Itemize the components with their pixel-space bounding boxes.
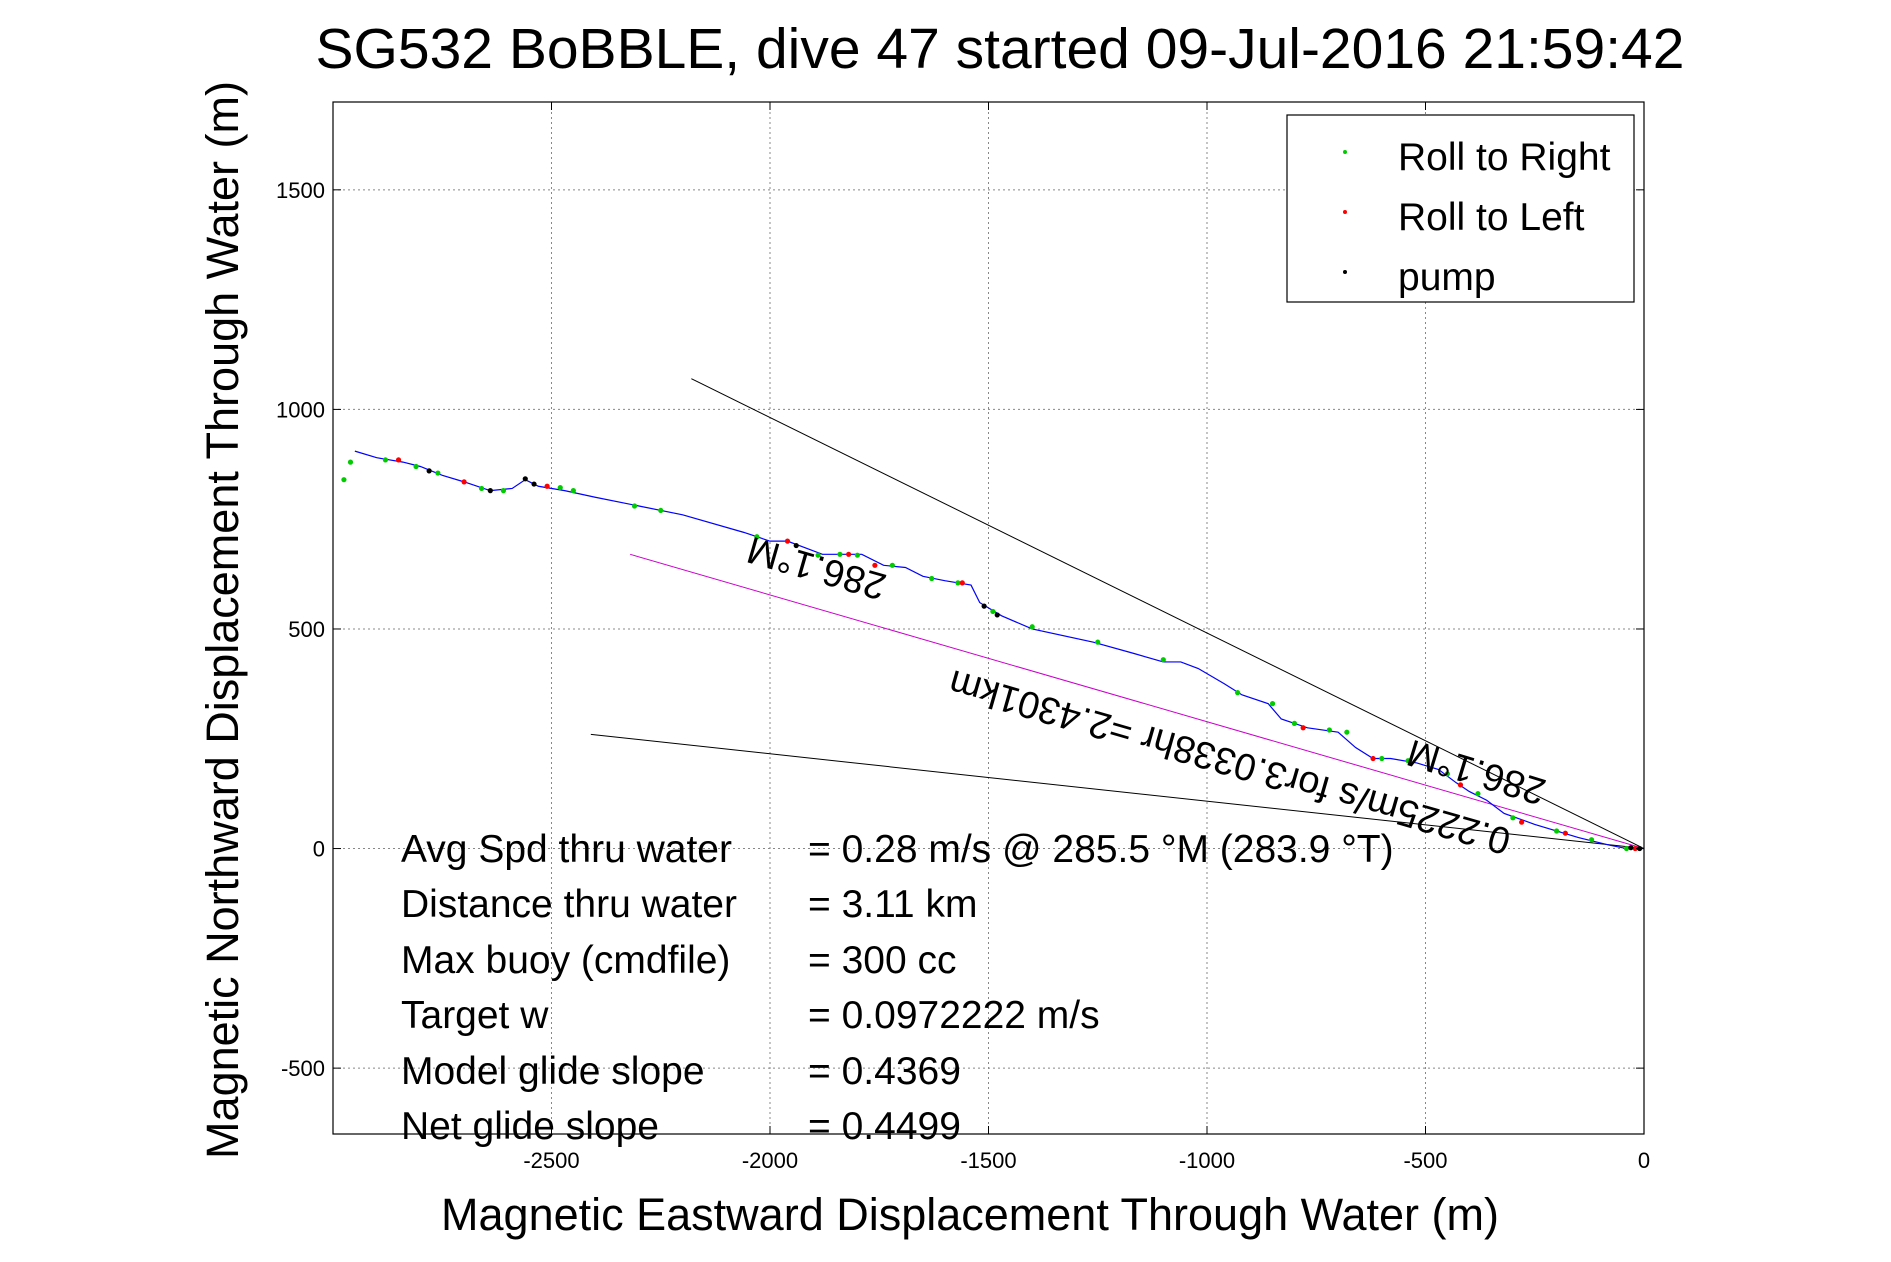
- pump-point: [994, 612, 1000, 618]
- roll-to-right-point: [1160, 657, 1166, 663]
- roll-to-left-point: [461, 479, 467, 485]
- roll-to-left-point: [1457, 782, 1464, 788]
- roll-to-right-point: [889, 562, 895, 568]
- roll-to-right-point: [478, 485, 485, 492]
- roll-to-right-point: [500, 488, 507, 494]
- roll-to-left-point: [544, 483, 550, 489]
- roll-to-right-point: [815, 552, 821, 558]
- legend-roll-right-marker: [1343, 150, 1347, 154]
- roll-to-left-point: [395, 457, 402, 463]
- roll-to-right-point: [341, 477, 347, 483]
- roll-to-right-point: [837, 551, 843, 557]
- stat-label-avg-speed: Avg Spd thru water: [401, 828, 732, 871]
- x-tick-label: -1500: [960, 1148, 1016, 1173]
- pump-point: [793, 542, 799, 549]
- roll-to-right-point: [1510, 815, 1516, 821]
- roll-to-left-point: [872, 562, 878, 568]
- roll-to-right-point: [1405, 758, 1411, 764]
- pump-point: [426, 468, 432, 474]
- stat-value-distance: = 3.11 km: [808, 883, 977, 926]
- pump-point: [981, 603, 987, 609]
- roll-to-left-point: [846, 551, 852, 557]
- stats-block: Avg Spd thru water = 0.28 m/s @ 285.5 °M…: [401, 828, 1394, 1148]
- y-axis-ticks: -500 0 500 1000 1500: [276, 178, 1644, 1081]
- y-tick-label: 1500: [276, 178, 325, 203]
- y-tick-label: 0: [313, 837, 325, 862]
- roll-to-right-point: [1379, 755, 1385, 762]
- roll-to-left-point: [959, 580, 965, 586]
- roll-to-left-point: [1562, 830, 1568, 836]
- roll-to-right-point: [1554, 828, 1560, 834]
- reference-line: [590, 733, 1644, 850]
- x-tick-label: 0: [1638, 1148, 1650, 1173]
- roll-to-right-point: [1029, 624, 1035, 630]
- stat-label-distance: Distance thru water: [401, 883, 737, 926]
- reference-line: [630, 553, 1644, 850]
- x-tick-label: -1000: [1179, 1148, 1235, 1173]
- roll-to-right-point: [955, 580, 961, 586]
- legend-pump-label: pump: [1398, 256, 1496, 299]
- roll-to-right-point: [435, 470, 441, 476]
- roll-to-right-point: [658, 507, 664, 514]
- x-axis-label: Magnetic Eastward Displacement Through W…: [441, 1189, 1499, 1240]
- legend-pump-marker: [1343, 270, 1347, 274]
- stat-label-model-glide-slope: Model glide slope: [401, 1050, 705, 1093]
- roll-to-right-point: [382, 457, 389, 463]
- roll-to-right-point: [754, 534, 760, 540]
- roll-to-right-point: [1344, 729, 1350, 735]
- stat-value-avg-speed: = 0.28 m/s @ 285.5 °M (283.9 °T): [808, 828, 1394, 871]
- roll-to-right-point: [1234, 690, 1241, 696]
- stat-value-target-w: = 0.0972222 m/s: [808, 994, 1100, 1037]
- pump-point: [1628, 845, 1634, 851]
- roll-to-left-point: [1632, 845, 1638, 852]
- roll-to-left-point: [1370, 755, 1376, 762]
- y-tick-label: 500: [288, 617, 325, 642]
- roll-to-right-point: [1095, 639, 1101, 645]
- roll-to-right-point: [1269, 701, 1276, 707]
- roll-to-right-point: [570, 488, 576, 494]
- stat-label-net-glide-slope: Net glide slope: [401, 1105, 659, 1148]
- reference-line: [691, 378, 1644, 850]
- roll-to-left-point: [784, 538, 791, 544]
- stat-label-target-w: Target w: [401, 994, 549, 1037]
- y-axis-label: Magnetic Northward Displacement Through …: [197, 81, 248, 1159]
- legend-roll-left-label: Roll to Left: [1398, 196, 1585, 239]
- roll-to-right-point: [631, 503, 638, 509]
- x-tick-label: -2500: [523, 1148, 579, 1173]
- roll-to-left-point: [1519, 819, 1525, 825]
- y-tick-label: 1000: [276, 397, 325, 422]
- x-tick-label: -2000: [742, 1148, 798, 1173]
- roll-to-right-point: [1326, 727, 1332, 733]
- roll-to-right-point: [413, 463, 419, 470]
- roll-to-right-point: [1444, 771, 1450, 777]
- roll-to-right-point: [854, 552, 861, 558]
- stat-label-max-buoy: Max buoy (cmdfile): [401, 939, 730, 982]
- stat-value-model-glide-slope: = 0.4369: [808, 1050, 961, 1093]
- reference-lines: [590, 378, 1644, 850]
- pump-point: [487, 488, 493, 494]
- roll-to-right-point: [990, 608, 996, 615]
- legend-roll-left-marker: [1343, 210, 1347, 214]
- x-axis-ticks: -2500 -2000 -1500 -1000 -500 0: [523, 102, 1650, 1173]
- stat-value-max-buoy: = 300 cc: [808, 939, 957, 982]
- legend-roll-right-label: Roll to Right: [1398, 136, 1611, 179]
- y-tick-label: -500: [281, 1056, 325, 1081]
- roll-to-right-point: [347, 459, 354, 465]
- roll-to-right-point: [1623, 845, 1630, 852]
- roll-to-right-point: [1475, 791, 1481, 797]
- roll-to-left-point: [1300, 725, 1306, 731]
- roll-to-right-point: [929, 575, 935, 582]
- pump-point: [522, 476, 528, 482]
- roll-to-right-point: [1291, 720, 1297, 726]
- roll-to-right-point: [557, 484, 563, 491]
- roll-to-right-point: [1588, 837, 1595, 843]
- chart-title: SG532 BoBBLE, dive 47 started 09-Jul-201…: [316, 17, 1685, 81]
- pump-point: [531, 481, 537, 487]
- x-tick-label: -500: [1403, 1148, 1447, 1173]
- legend: Roll to Right Roll to Left pump: [1286, 114, 1635, 303]
- stat-value-net-glide-slope: = 0.4499: [808, 1105, 961, 1148]
